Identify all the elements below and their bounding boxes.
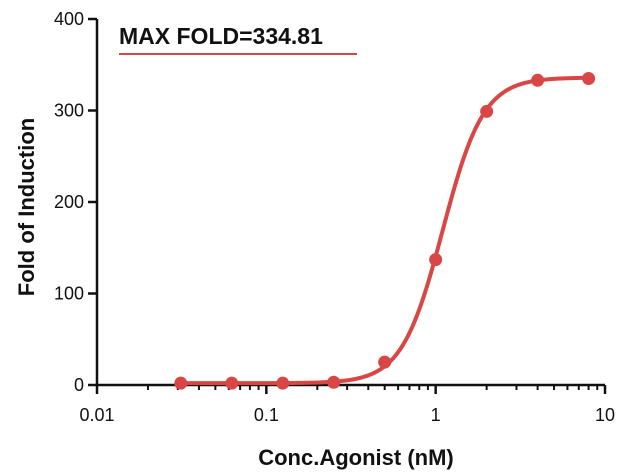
y-tick-label: 400 bbox=[54, 9, 84, 29]
x-tick-label: 0.1 bbox=[254, 405, 279, 425]
y-ticks: 0 100 200 300 400 bbox=[54, 9, 97, 395]
data-points bbox=[174, 71, 596, 390]
y-axis-title: Fold of Induction bbox=[14, 118, 39, 296]
x-tick-label: 0.01 bbox=[79, 405, 114, 425]
x-axis-title: Conc.Agonist (nM) bbox=[258, 445, 454, 470]
axes: 0.01 0.1 1 10 0 100 200 300 400 bbox=[54, 9, 615, 425]
data-point bbox=[582, 71, 596, 85]
data-point bbox=[327, 375, 341, 389]
data-point bbox=[225, 376, 239, 390]
fit-curve bbox=[178, 75, 591, 386]
data-point bbox=[480, 104, 494, 118]
x-ticks: 0.01 0.1 1 10 bbox=[79, 385, 615, 425]
max-fold-annotation: MAX FOLD=334.81 bbox=[119, 23, 323, 49]
y-tick-label: 300 bbox=[54, 101, 84, 121]
data-point bbox=[276, 376, 290, 390]
x-tick-label: 1 bbox=[431, 405, 441, 425]
data-point bbox=[429, 253, 443, 267]
data-point bbox=[378, 355, 392, 369]
y-tick-label: 0 bbox=[74, 375, 84, 395]
data-point bbox=[531, 73, 545, 87]
y-tick-label: 100 bbox=[54, 284, 84, 304]
y-tick-label: 200 bbox=[54, 192, 84, 212]
data-point bbox=[174, 376, 188, 390]
x-tick-label: 10 bbox=[595, 405, 615, 425]
